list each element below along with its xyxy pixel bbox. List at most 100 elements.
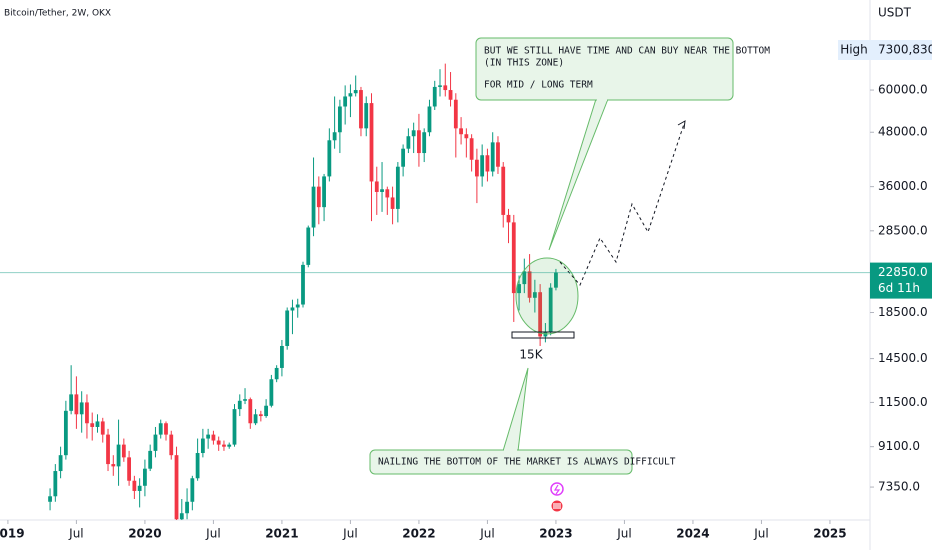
callout-joint — [597, 98, 607, 101]
x-tick-label: 2022 — [402, 527, 435, 541]
high-label: High — [840, 43, 868, 57]
candle-body — [253, 414, 258, 424]
candle-body — [422, 132, 427, 154]
y-tick-label: 9100.0 — [878, 439, 920, 453]
candle-body — [53, 471, 58, 497]
y-unit: USDT — [878, 6, 912, 20]
candle-body — [522, 271, 527, 285]
candle-body — [121, 444, 126, 458]
projection-arrow — [677, 120, 686, 130]
y-tick-label: 18500.0 — [878, 305, 928, 319]
candle-body — [95, 421, 100, 427]
candle-body — [359, 90, 363, 129]
x-tick-label: Jul — [342, 527, 357, 541]
candle-body — [501, 166, 506, 215]
candle-body — [427, 106, 432, 133]
candle-body — [258, 414, 263, 417]
candle-body — [106, 434, 110, 465]
bottom-box — [511, 331, 575, 339]
x-tick-label: Jul — [753, 527, 768, 541]
candle-body — [290, 307, 295, 311]
projection-path — [559, 123, 685, 286]
x-tick-label: 2024 — [676, 527, 709, 541]
candle-body — [85, 402, 89, 424]
candle-body — [179, 513, 184, 520]
candle-body — [453, 99, 458, 129]
x-tick-label: Jul — [68, 527, 83, 541]
candle-body — [274, 367, 279, 380]
event-icon[interactable] — [550, 482, 564, 496]
candle-body — [485, 155, 490, 172]
annotation-text: FOR MID / LONG TERM — [484, 80, 593, 91]
candle-body — [469, 138, 474, 160]
y-tick-label: 11500.0 — [878, 395, 928, 409]
candle-body — [195, 453, 200, 479]
event-icon-glyph — [553, 484, 561, 495]
candle-body — [322, 176, 326, 208]
candle-body — [480, 155, 485, 177]
candle-body — [237, 400, 242, 410]
candle-body — [232, 409, 237, 445]
candle-body — [153, 434, 158, 451]
y-tick-label: 7350.0 — [878, 480, 920, 494]
candle-body — [337, 106, 342, 133]
x-tick-label: Jul — [205, 527, 220, 541]
candle-body — [448, 90, 453, 100]
callout-box — [369, 449, 633, 475]
countdown: 6d 11h — [878, 281, 920, 295]
candle-body — [306, 227, 311, 265]
candle-body — [385, 189, 390, 198]
candle-body — [211, 434, 216, 441]
candle-body — [169, 434, 174, 456]
buy-zone — [515, 257, 579, 335]
candle-body — [164, 423, 168, 435]
y-tick-label: 36000.0 — [878, 179, 928, 193]
chart-title: Bitcoin/Tether, 2W, OKX — [4, 9, 111, 19]
candle-body — [532, 292, 537, 298]
high-value-tag — [870, 40, 932, 60]
y-tick-label: 28500.0 — [878, 223, 928, 237]
y-tick-label: 60000.0 — [878, 83, 928, 97]
last-price-tag — [870, 262, 932, 299]
candle-body — [79, 402, 84, 415]
candle-body — [464, 134, 469, 139]
candle-body — [301, 264, 305, 305]
candle-body — [90, 423, 95, 427]
candle-body — [390, 197, 395, 209]
candle-body — [459, 128, 463, 135]
candle-body — [548, 287, 553, 332]
candle-body — [148, 450, 153, 469]
callout-pointer — [548, 98, 609, 251]
x-tick-label: Jul — [616, 527, 631, 541]
candle-body — [269, 379, 274, 406]
candle-body — [554, 272, 558, 288]
candle-body — [69, 394, 74, 411]
callout-joint — [504, 449, 517, 452]
candle-body — [395, 166, 400, 209]
candle-body — [132, 480, 137, 491]
candle-body — [174, 455, 179, 520]
candle-body — [190, 478, 195, 502]
candle-body — [137, 485, 142, 491]
candle-body — [48, 496, 52, 502]
candle-body — [527, 271, 532, 298]
x-tick-label: 2023 — [539, 527, 572, 541]
candle-body — [227, 444, 232, 447]
candle-body — [285, 310, 290, 346]
candle-body — [517, 284, 521, 294]
candle-body — [496, 142, 500, 167]
candle-body — [438, 85, 442, 87]
event-icon-glyph — [553, 503, 561, 509]
candle-body — [380, 189, 384, 192]
candle-body — [332, 132, 337, 141]
last-price-label: 22850.0 — [878, 265, 928, 279]
candle-body — [432, 86, 437, 107]
candle-body — [369, 103, 374, 182]
candle-body — [58, 455, 63, 472]
x-tick-label: 2021 — [265, 527, 298, 541]
candle-body — [216, 440, 221, 445]
candle-body — [280, 345, 284, 368]
candle-body — [490, 142, 495, 172]
candle-body — [348, 93, 353, 97]
candle-body — [243, 399, 247, 401]
